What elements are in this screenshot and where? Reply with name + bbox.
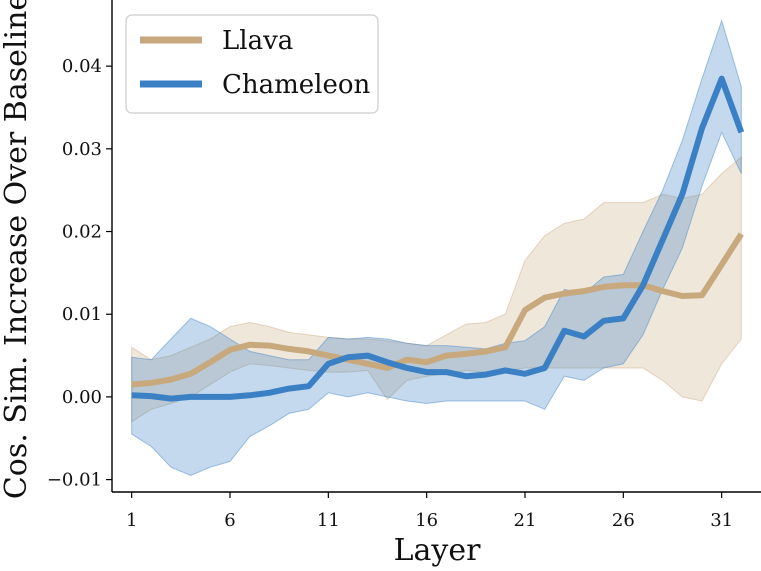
y-axis-title: Cos. Sim. Increase Over Baseline bbox=[0, 0, 34, 499]
y-tick-label: 0.03 bbox=[62, 139, 102, 160]
band-chameleon bbox=[131, 19, 742, 477]
series-line-chameleon bbox=[131, 75, 745, 402]
legend-label-chameleon: Chameleon bbox=[222, 70, 371, 100]
x-tick-label: 26 bbox=[612, 510, 635, 531]
y-tick-label: 0.01 bbox=[62, 304, 102, 325]
y-tick-label: 0.04 bbox=[62, 56, 102, 77]
legend-label-llava: Llava bbox=[222, 26, 293, 56]
series-lines bbox=[131, 75, 745, 402]
x-tick-label: 1 bbox=[126, 510, 137, 531]
y-tick-label: 0.00 bbox=[62, 387, 102, 408]
x-tick-label: 11 bbox=[317, 510, 340, 531]
x-tick-label: 16 bbox=[415, 510, 438, 531]
legend: Llava Chameleon bbox=[125, 14, 379, 114]
x-tick-label: 6 bbox=[224, 510, 235, 531]
x-tick-label: 21 bbox=[514, 510, 537, 531]
y-axis-ticks: −0.01 0.00 0.01 0.02 0.03 0.04 bbox=[47, 56, 112, 491]
y-tick-label: 0.02 bbox=[62, 222, 102, 243]
y-tick-label: −0.01 bbox=[47, 470, 102, 491]
x-tick-label: 31 bbox=[710, 510, 733, 531]
x-axis-title: Layer bbox=[394, 533, 482, 568]
x-axis-ticks: 1 6 11 16 21 26 31 bbox=[126, 492, 733, 531]
